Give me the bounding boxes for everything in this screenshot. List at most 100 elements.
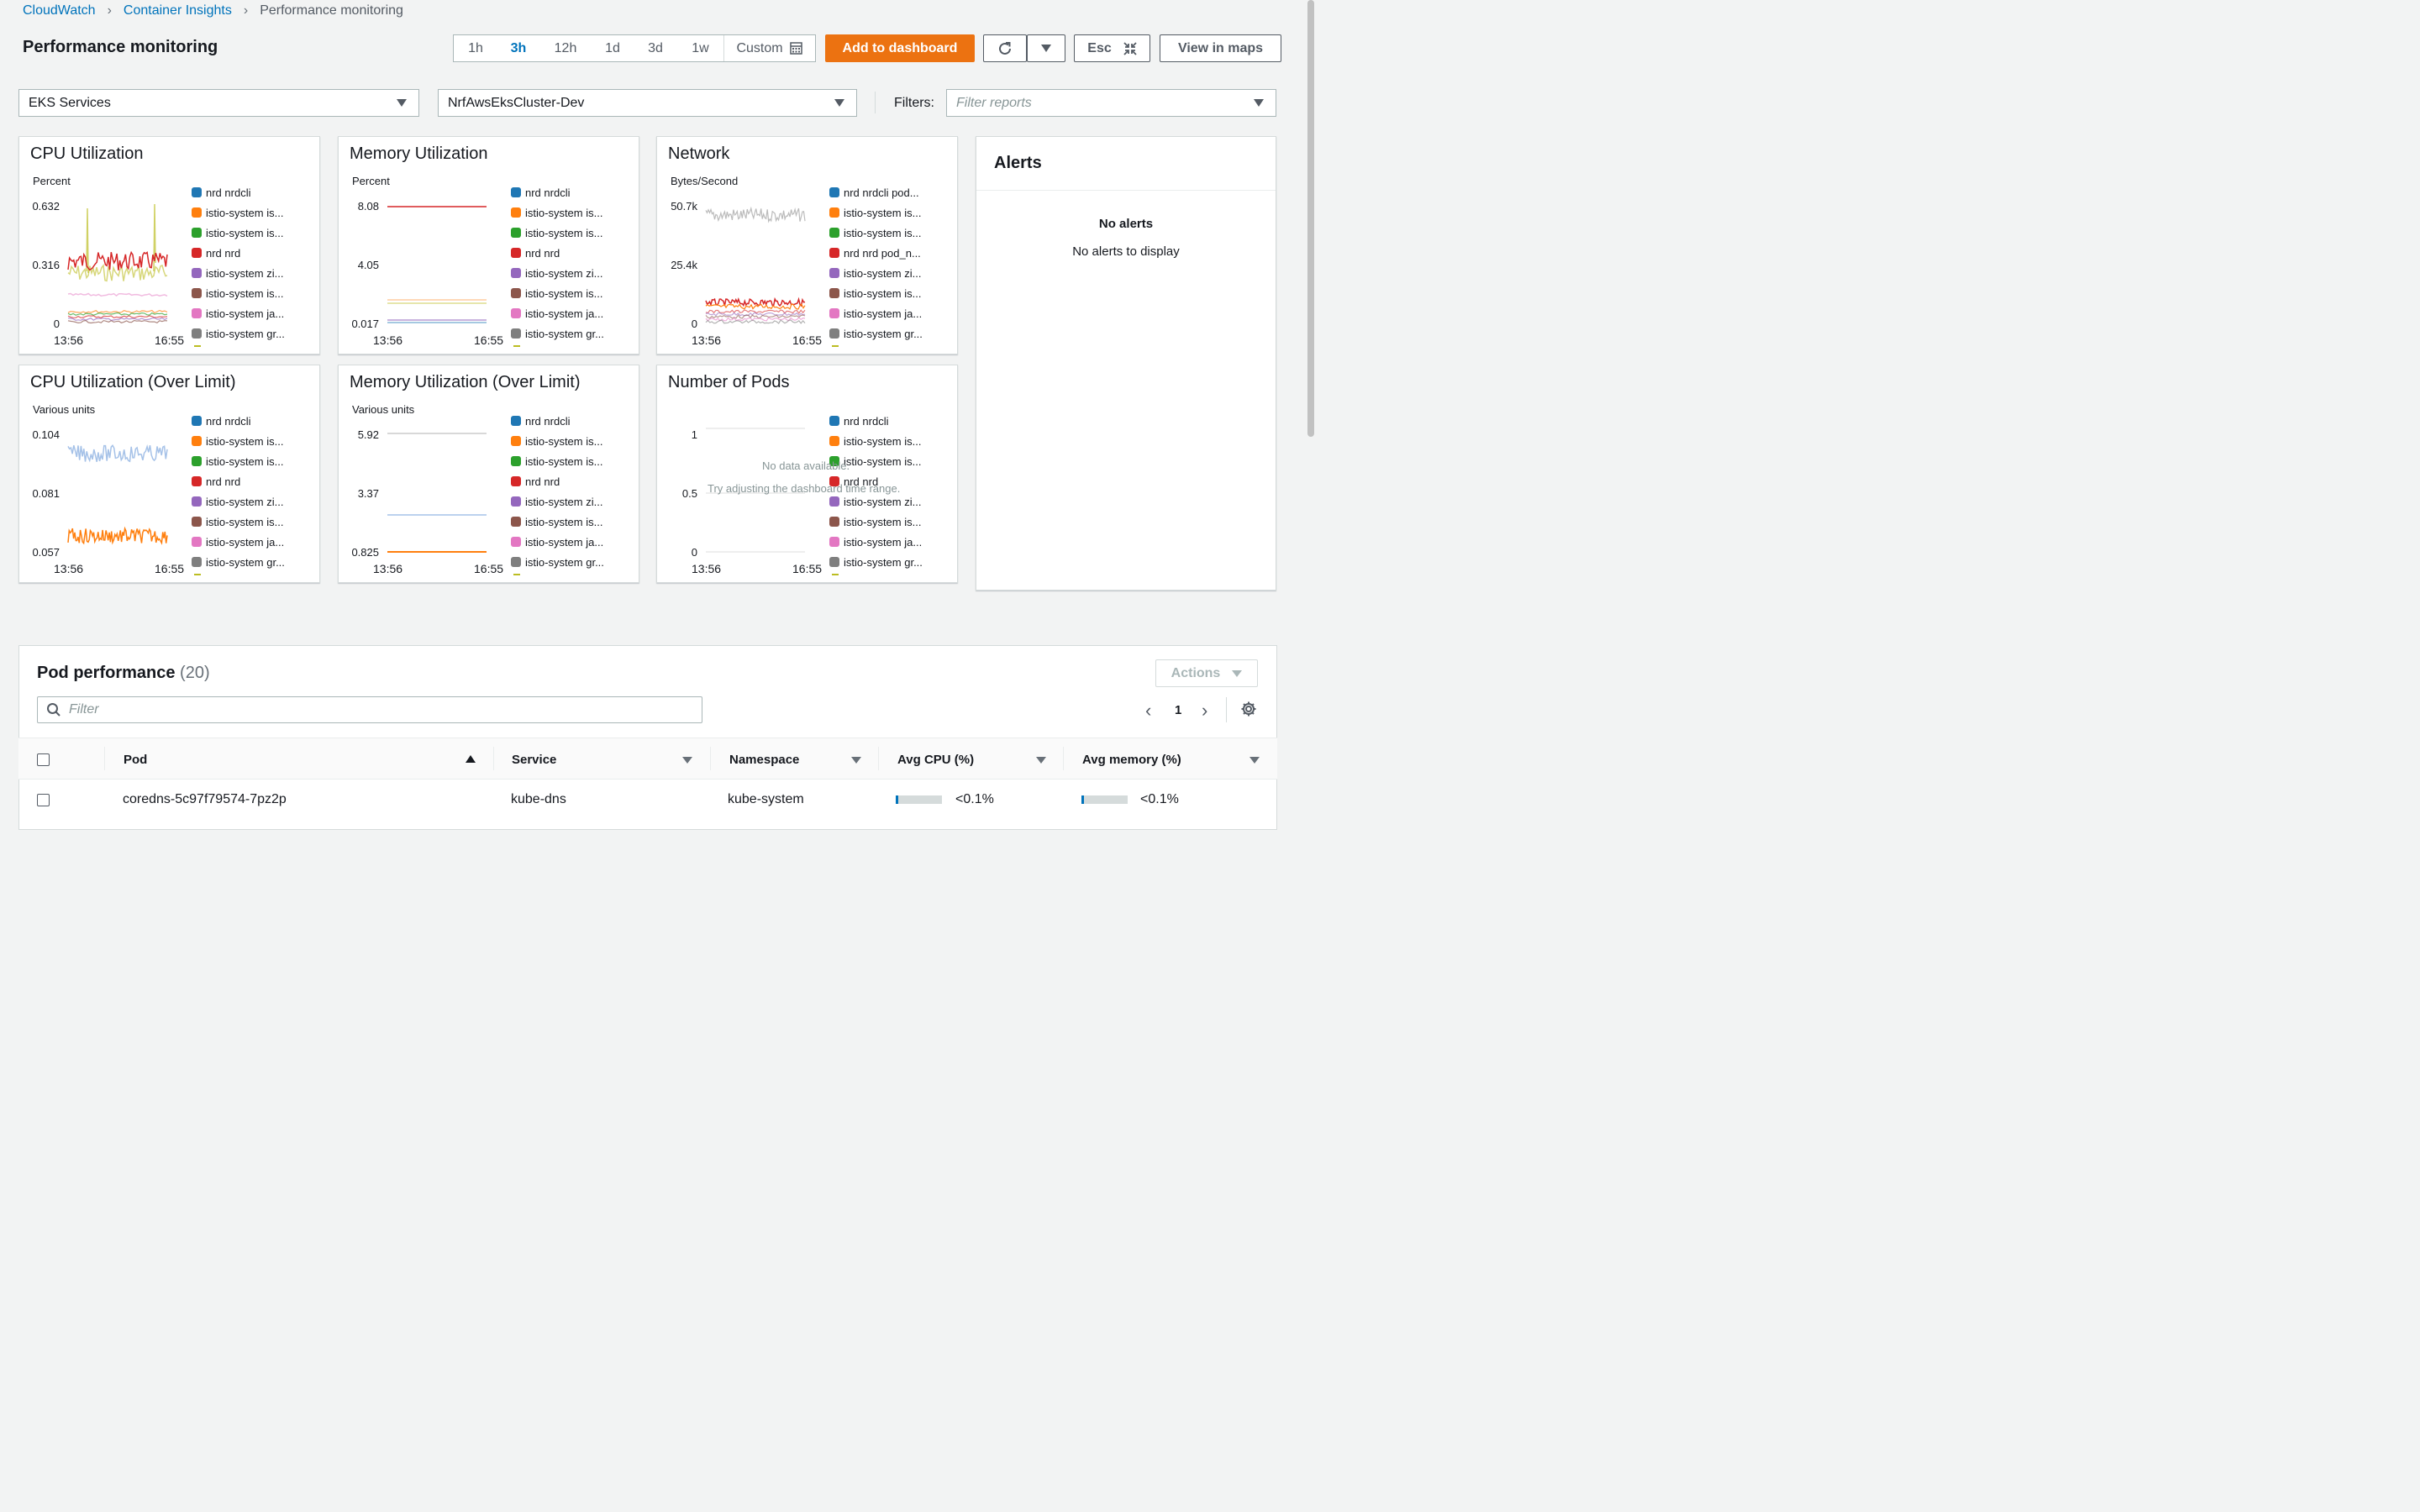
legend-item[interactable]: istio-system zi... (829, 263, 923, 283)
legend-item[interactable]: nrd nrdcli (192, 411, 285, 431)
column-pod[interactable]: Pod (124, 753, 148, 767)
page-number[interactable]: 1 (1175, 703, 1182, 717)
row-checkbox[interactable] (37, 794, 50, 806)
panel-title: Network (668, 144, 730, 163)
legend-swatch (511, 476, 521, 486)
cluster-select[interactable]: NrfAwsEksCluster-Dev (438, 89, 857, 117)
pod-filter-input[interactable]: Filter (37, 696, 702, 723)
refresh-options-dropdown[interactable] (1027, 34, 1065, 62)
resource-type-select[interactable]: EKS Services (18, 89, 419, 117)
esc-fullscreen-button[interactable]: Esc (1074, 34, 1150, 62)
scrollbar[interactable] (1307, 0, 1314, 437)
time-range-1h[interactable]: 1h (468, 40, 483, 55)
esc-label: Esc (1087, 40, 1112, 55)
select-all-checkbox[interactable] (37, 753, 50, 766)
column-avg-cpu[interactable]: Avg CPU (%) (897, 753, 975, 767)
next-page-icon[interactable]: › (1202, 700, 1208, 721)
legend-item[interactable]: istio-system is... (192, 283, 285, 303)
legend-label: istio-system is... (844, 454, 922, 468)
legend-item[interactable]: istio-system is... (192, 451, 285, 471)
time-range-12h[interactable]: 12h (554, 40, 577, 55)
legend-item[interactable]: istio-system gr... (511, 552, 604, 572)
legend-item[interactable]: istio-system zi... (192, 491, 285, 512)
pod-name-cell[interactable]: coredns-5c97f79574-7pz2p (123, 792, 287, 806)
legend-item[interactable]: istio-system is... (511, 283, 604, 303)
exit-fullscreen-icon (1123, 41, 1137, 55)
sort-icon[interactable] (682, 757, 692, 764)
x-tick-label: 13:56 (692, 333, 722, 347)
sort-icon[interactable] (1036, 757, 1046, 764)
add-to-dashboard-button[interactable]: Add to dashboard (825, 34, 975, 62)
actions-button[interactable]: Actions (1155, 659, 1258, 687)
time-range-1d[interactable]: 1d (605, 40, 620, 55)
y-tick-label: 0 (53, 318, 60, 330)
time-range-1w[interactable]: 1w (692, 40, 709, 55)
legend-item[interactable]: nrd nrd (829, 471, 923, 491)
time-range-3h[interactable]: 3h (510, 40, 527, 55)
legend-item[interactable]: nrd nrd (511, 471, 604, 491)
view-in-maps-button[interactable]: View in maps (1160, 34, 1281, 62)
legend-item[interactable]: istio-system ja... (511, 303, 604, 323)
legend-label: istio-system is... (844, 434, 922, 448)
column-namespace[interactable]: Namespace (729, 753, 800, 767)
filter-reports-select[interactable]: Filter reports (946, 89, 1276, 117)
legend-item[interactable]: istio-system is... (829, 202, 923, 223)
legend-item[interactable]: nrd nrdcli (829, 411, 923, 431)
sort-icon[interactable] (851, 757, 861, 764)
legend-item[interactable]: nrd nrd (192, 471, 285, 491)
legend-item[interactable]: istio-system ja... (192, 303, 285, 323)
legend-item[interactable]: istio-system is... (192, 431, 285, 451)
legend-item[interactable]: istio-system is... (511, 202, 604, 223)
column-avg-memory[interactable]: Avg memory (%) (1082, 753, 1181, 767)
legend-item[interactable]: istio-system is... (829, 283, 923, 303)
legend-swatch (829, 308, 839, 318)
legend-item[interactable]: istio-system gr... (829, 323, 923, 344)
legend-item[interactable]: istio-system is... (829, 223, 923, 243)
legend-item[interactable]: istio-system is... (511, 451, 604, 471)
legend-item[interactable]: istio-system ja... (829, 532, 923, 552)
breadcrumb-cloudwatch[interactable]: CloudWatch (23, 3, 96, 18)
legend-item[interactable]: istio-system is... (192, 512, 285, 532)
legend-item[interactable]: istio-system is... (829, 512, 923, 532)
legend-item[interactable]: istio-system ja... (511, 532, 604, 552)
time-range-3d[interactable]: 3d (648, 40, 663, 55)
legend-item[interactable]: istio-system is... (192, 223, 285, 243)
legend-item[interactable]: istio-system zi... (511, 263, 604, 283)
legend-item[interactable]: istio-system is... (511, 223, 604, 243)
settings-gear-icon[interactable] (1240, 701, 1257, 717)
series-line (705, 314, 806, 319)
legend-item[interactable]: nrd nrdcli pod... (829, 182, 923, 202)
previous-page-icon[interactable]: ‹ (1145, 700, 1152, 721)
legend-swatch (511, 436, 521, 446)
sort-ascending-icon[interactable] (466, 755, 476, 763)
legend-item[interactable]: istio-system is... (829, 431, 923, 451)
legend-item[interactable]: istio-system is... (511, 512, 604, 532)
legend-item[interactable]: istio-system is... (511, 431, 604, 451)
legend-item[interactable]: istio-system is... (192, 202, 285, 223)
legend-item[interactable]: istio-system gr... (192, 552, 285, 572)
legend-label: istio-system zi... (206, 266, 284, 280)
legend-item[interactable]: nrd nrd (192, 243, 285, 263)
legend-item[interactable]: nrd nrdcli (511, 182, 604, 202)
sort-icon[interactable] (1249, 757, 1260, 764)
refresh-button[interactable] (983, 34, 1027, 62)
legend-item[interactable]: istio-system ja... (829, 303, 923, 323)
legend-item[interactable]: istio-system gr... (192, 323, 285, 344)
legend-item[interactable]: nrd nrdcli (192, 182, 285, 202)
column-service[interactable]: Service (512, 753, 557, 767)
breadcrumb-container-insights[interactable]: Container Insights (123, 3, 232, 18)
legend-item[interactable]: istio-system gr... (829, 552, 923, 572)
legend-item[interactable]: nrd nrd pod_n... (829, 243, 923, 263)
legend-item[interactable]: nrd nrdcli (511, 411, 604, 431)
legend-label: istio-system is... (525, 206, 603, 219)
legend-item[interactable]: istio-system zi... (829, 491, 923, 512)
legend-item[interactable]: nrd nrd (511, 243, 604, 263)
legend-item[interactable]: istio-system ja... (192, 532, 285, 552)
legend-item[interactable]: istio-system zi... (511, 491, 604, 512)
legend-item[interactable]: istio-system is... (829, 451, 923, 471)
legend-swatch (192, 288, 202, 298)
legend-swatch (511, 308, 521, 318)
legend-item[interactable]: istio-system zi... (192, 263, 285, 283)
time-range-custom[interactable]: Custom (723, 35, 814, 61)
legend-item[interactable]: istio-system gr... (511, 323, 604, 344)
